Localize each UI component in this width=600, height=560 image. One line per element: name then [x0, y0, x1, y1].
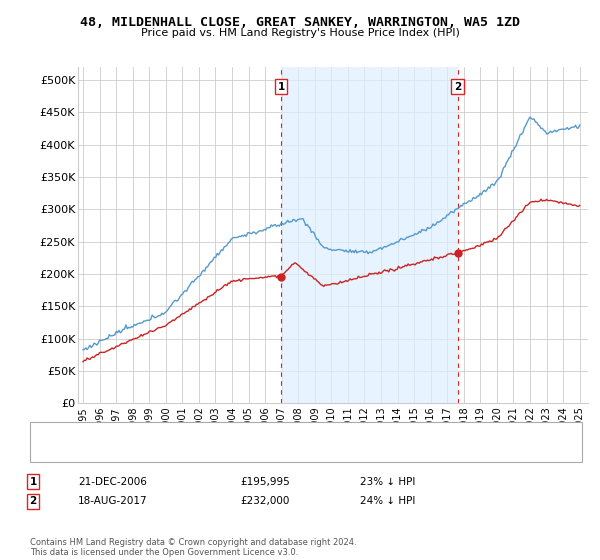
Bar [281, 67, 458, 403]
Text: 18-AUG-2017: 18-AUG-2017 [78, 496, 148, 506]
Text: 23% ↓ HPI: 23% ↓ HPI [360, 477, 415, 487]
Text: 21-DEC-2006: 21-DEC-2006 [78, 477, 147, 487]
Text: £232,000: £232,000 [240, 496, 289, 506]
Text: 48, MILDENHALL CLOSE, GREAT SANKEY, WARRINGTON, WA5 1ZD (detached house): 48, MILDENHALL CLOSE, GREAT SANKEY, WARR… [76, 428, 488, 438]
Text: 1: 1 [278, 82, 285, 92]
Text: Price paid vs. HM Land Registry's House Price Index (HPI): Price paid vs. HM Land Registry's House … [140, 28, 460, 38]
Text: Contains HM Land Registry data © Crown copyright and database right 2024.
This d: Contains HM Land Registry data © Crown c… [30, 538, 356, 557]
Text: 48, MILDENHALL CLOSE, GREAT SANKEY, WARRINGTON, WA5 1ZD: 48, MILDENHALL CLOSE, GREAT SANKEY, WARR… [80, 16, 520, 29]
Text: HPI: Average price, detached house, Warrington: HPI: Average price, detached house, Warr… [76, 446, 311, 456]
Text: 2: 2 [454, 82, 461, 92]
Text: 2: 2 [29, 496, 37, 506]
Text: 24% ↓ HPI: 24% ↓ HPI [360, 496, 415, 506]
Text: £195,995: £195,995 [240, 477, 290, 487]
Text: 1: 1 [29, 477, 37, 487]
